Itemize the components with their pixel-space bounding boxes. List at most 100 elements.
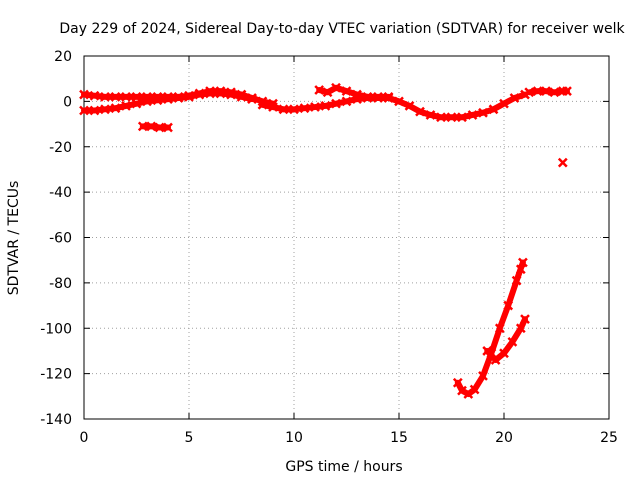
x-tick-label: 25 bbox=[600, 430, 618, 446]
chart-title: Day 229 of 2024, Sidereal Day-to-day VTE… bbox=[59, 21, 625, 37]
x-tick-label: 5 bbox=[185, 430, 194, 446]
data-point bbox=[452, 377, 463, 388]
data-point bbox=[236, 91, 247, 102]
data-point bbox=[146, 121, 157, 132]
data-point bbox=[299, 103, 310, 114]
data-point bbox=[205, 88, 215, 99]
data-series bbox=[79, 82, 572, 399]
data-point bbox=[341, 96, 352, 107]
data-point bbox=[457, 112, 467, 123]
x-tick-label: 10 bbox=[285, 430, 303, 446]
data-point bbox=[331, 82, 341, 93]
data-point bbox=[562, 86, 572, 97]
data-point bbox=[469, 384, 480, 395]
x-tick-label: 20 bbox=[495, 430, 513, 446]
data-point bbox=[362, 91, 373, 102]
data-point bbox=[507, 336, 518, 347]
data-point bbox=[503, 300, 514, 311]
data-point bbox=[383, 91, 394, 102]
data-point bbox=[314, 85, 325, 95]
y-tick-label: 0 bbox=[63, 94, 72, 110]
data-point bbox=[142, 96, 152, 107]
data-point bbox=[100, 104, 110, 115]
data-point bbox=[137, 121, 148, 132]
x-tick-label: 0 bbox=[80, 430, 89, 446]
data-point bbox=[278, 104, 289, 115]
data-point bbox=[152, 95, 163, 106]
y-axis-title: SDTVAR / TECUs bbox=[6, 181, 22, 296]
series-bump-segment bbox=[314, 82, 394, 102]
data-point bbox=[89, 90, 100, 101]
data-point bbox=[163, 94, 173, 104]
y-tick-label: -80 bbox=[49, 276, 72, 292]
data-point bbox=[436, 112, 446, 123]
data-point bbox=[79, 105, 89, 116]
series-lower-track bbox=[79, 88, 257, 116]
data-point bbox=[524, 87, 535, 98]
data-point bbox=[154, 122, 165, 133]
data-point bbox=[467, 110, 478, 120]
y-tick-label: 20 bbox=[54, 49, 72, 65]
y-tick-label: -60 bbox=[49, 231, 72, 247]
series-offset-segment bbox=[137, 121, 173, 133]
data-point bbox=[247, 94, 257, 104]
data-point bbox=[509, 93, 520, 103]
data-point bbox=[310, 102, 320, 112]
grid bbox=[84, 56, 609, 419]
data-point bbox=[268, 102, 278, 112]
data-point bbox=[215, 88, 226, 99]
x-axis-title: GPS time / hours bbox=[285, 459, 402, 475]
data-point bbox=[541, 86, 551, 97]
x-tick-labels: 0 5 10 15 20 25 bbox=[80, 430, 618, 446]
data-point bbox=[520, 314, 530, 325]
data-point bbox=[518, 257, 528, 268]
y-tick-labels: -140 -120 -100 -80 -60 -40 -20 0 20 bbox=[40, 49, 72, 428]
data-point bbox=[341, 86, 352, 97]
axes bbox=[83, 55, 610, 420]
x-tick-label: 15 bbox=[390, 430, 408, 446]
data-point bbox=[226, 89, 236, 100]
data-point bbox=[490, 355, 501, 365]
data-point bbox=[532, 86, 543, 97]
data-point bbox=[478, 107, 488, 118]
data-point bbox=[494, 323, 505, 334]
data-point bbox=[515, 264, 526, 275]
y-tick-label: -100 bbox=[40, 321, 72, 337]
data-point bbox=[352, 89, 362, 100]
data-point bbox=[511, 275, 522, 286]
data-point bbox=[322, 87, 333, 98]
data-point bbox=[79, 89, 89, 100]
data-point bbox=[184, 91, 194, 102]
data-point bbox=[482, 346, 493, 356]
series-late-track bbox=[524, 86, 572, 98]
data-point bbox=[425, 110, 436, 120]
data-point bbox=[121, 101, 131, 111]
data-point bbox=[173, 93, 184, 103]
y-tick-label: -20 bbox=[49, 140, 72, 156]
series-isolated-point bbox=[557, 157, 568, 168]
series-return-arc bbox=[482, 314, 530, 365]
data-point bbox=[457, 385, 467, 396]
data-point bbox=[257, 99, 268, 110]
data-point bbox=[499, 348, 509, 359]
data-point bbox=[100, 91, 110, 102]
data-point bbox=[557, 157, 568, 168]
data-point bbox=[320, 101, 331, 111]
data-point bbox=[415, 106, 425, 117]
data-point bbox=[331, 98, 341, 109]
data-point bbox=[446, 112, 457, 123]
data-point bbox=[89, 105, 100, 116]
data-point bbox=[163, 122, 173, 133]
data-point bbox=[404, 101, 415, 111]
data-point bbox=[549, 87, 560, 98]
series-midday-track bbox=[257, 89, 530, 123]
data-point bbox=[289, 104, 299, 115]
data-point bbox=[121, 91, 131, 102]
y-tick-label: -140 bbox=[40, 412, 72, 428]
y-tick-label: -40 bbox=[49, 185, 72, 201]
data-point bbox=[110, 91, 121, 102]
series-trace bbox=[139, 123, 171, 131]
data-point bbox=[131, 98, 142, 109]
